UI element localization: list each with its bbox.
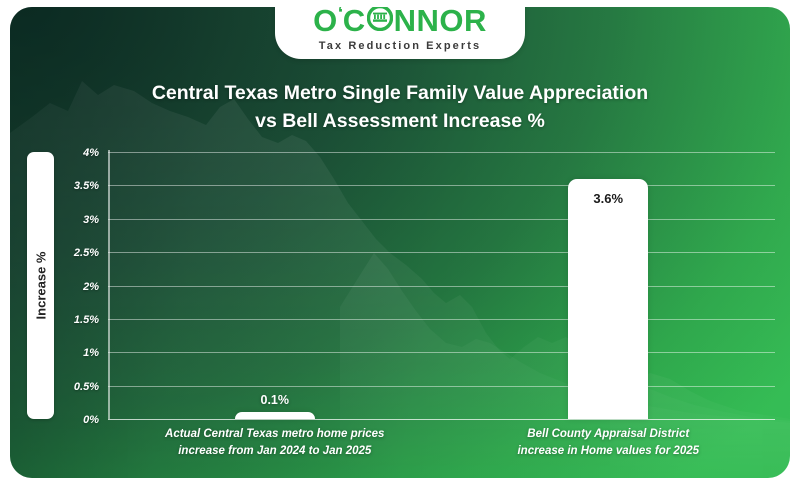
brand-tagline: Tax Reduction Experts: [318, 40, 482, 52]
x-axis-category-label: Actual Central Texas metro home prices in…: [155, 426, 395, 459]
x-axis-category-line: Actual Central Texas metro home prices: [165, 428, 385, 440]
bars-layer: 0.1% 3.6%: [108, 152, 775, 419]
chart-title-line-2: vs Bell Assessment Increase %: [255, 109, 545, 132]
bar[interactable]: [234, 412, 315, 419]
y-axis-tick-label: 1%: [83, 347, 99, 360]
y-axis-tick-label: 3%: [83, 213, 99, 226]
y-axis-title: Increase %: [27, 152, 54, 419]
bar-value-label: 0.1%: [260, 393, 290, 408]
bar-group[interactable]: 3.6%: [568, 178, 649, 419]
y-axis-tick-label: 4%: [83, 147, 99, 159]
gridline: 0%: [83, 414, 775, 426]
brand-letter-o: O: [313, 7, 338, 38]
y-axis-tick-label: 2%: [83, 280, 99, 293]
page-title: Central Texas Metro Single Family Value …: [10, 80, 790, 135]
bar[interactable]: 3.6%: [568, 178, 649, 419]
courthouse-icon: [366, 7, 393, 36]
chart-title-line-1: Central Texas Metro Single Family Value …: [151, 82, 649, 104]
x-axis-category-line: increase from Jan 2024 to Jan 2025: [178, 444, 372, 457]
brand-letters-tail: NNOR: [393, 7, 487, 38]
y-axis-tick-label: 3.5%: [73, 180, 99, 193]
x-axis-labels: Actual Central Texas metro home prices in…: [108, 426, 775, 478]
y-axis-tick-label: 0%: [83, 414, 99, 426]
x-axis-category-line: Bell County Appraisal District: [527, 428, 690, 440]
bar-group[interactable]: 0.1%: [234, 393, 315, 419]
x-axis-category-label: Bell County Appraisal District increase i…: [488, 426, 728, 459]
brand-wordmark: O ‘C NNOR: [313, 7, 487, 36]
logo-badge: O ‘C NNOR Tax Reduction Experts: [275, 7, 525, 59]
bar-value-label: 3.6%: [593, 190, 624, 206]
x-axis-category-line: increase in Home values for 2025: [517, 444, 700, 457]
brand-apostrophe: ‘: [337, 7, 344, 25]
brand-letter-c: C: [342, 7, 366, 38]
y-axis-title-label: Increase %: [33, 251, 48, 320]
chart-card: O ‘C NNOR Tax Reduction Experts Central T…: [10, 7, 790, 478]
y-axis-tick-label: 0.5%: [73, 380, 99, 393]
y-axis-tick-label: 2.5%: [73, 247, 99, 260]
y-axis-tick-label: 1.5%: [73, 313, 99, 326]
